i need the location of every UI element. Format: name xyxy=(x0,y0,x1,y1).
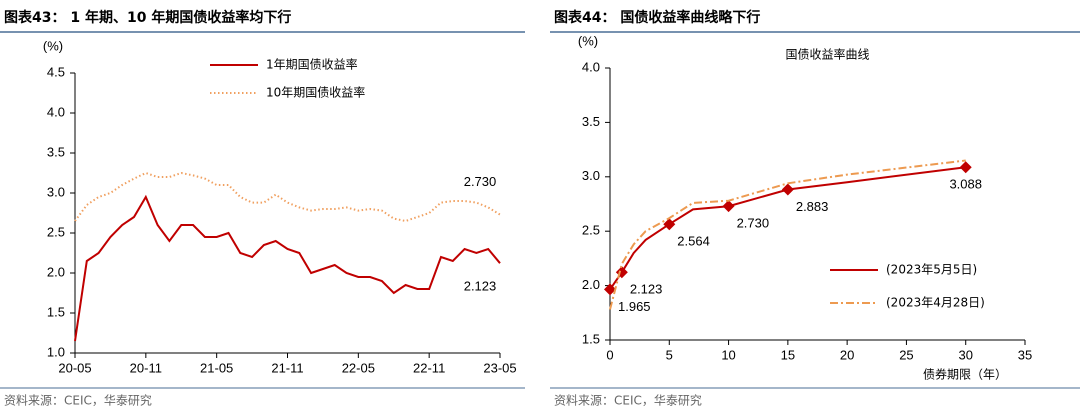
y-tick-label: 1.5 xyxy=(47,304,65,319)
marker xyxy=(959,161,972,174)
x-tick-label: 5 xyxy=(666,347,673,362)
series-line xyxy=(609,166,966,290)
marker xyxy=(722,200,735,213)
legend-label: 10年期国债收益率 xyxy=(266,85,365,100)
header: 图表44： 国债收益率曲线略下行 xyxy=(554,9,760,26)
legend-label: (2023年4月28日) xyxy=(886,296,985,310)
x-tick-label: 15 xyxy=(781,347,795,362)
y-tick-label: 4.5 xyxy=(47,64,65,79)
series-line xyxy=(609,159,966,310)
header: 图表43： 1 年期、10 年期国债收益率均下行 xyxy=(4,9,291,26)
source: 资料来源：CEIC，华泰研究 xyxy=(554,393,702,408)
x-tick-label: 10 xyxy=(721,347,735,362)
value-label: 1.965 xyxy=(618,299,651,314)
series-line xyxy=(74,194,501,342)
x-tick-label: 35 xyxy=(1018,347,1032,362)
y-tick-label: 3.5 xyxy=(582,114,600,129)
x-tick-label: 30 xyxy=(958,347,972,362)
value-label: 2.883 xyxy=(796,199,829,214)
x-tick-label: 21-05 xyxy=(200,360,233,375)
chart-title: 国债收益率曲线 xyxy=(785,47,869,62)
x-tick-label: 23-05 xyxy=(483,360,516,375)
marker xyxy=(781,183,794,196)
y-tick-label: 2.0 xyxy=(582,277,600,292)
y-axis-label: (%) xyxy=(43,38,63,53)
y-tick-label: 4.0 xyxy=(47,104,65,119)
x-tick-label: 0 xyxy=(606,347,613,362)
x-tick-label: 22-05 xyxy=(342,360,375,375)
y-axis-label: (%) xyxy=(578,33,598,48)
value-label: 2.730 xyxy=(737,216,770,231)
source: 资料来源：CEIC，华泰研究 xyxy=(4,393,152,408)
value-label: 2.123 xyxy=(630,282,663,297)
y-tick-label: 3.5 xyxy=(47,144,65,159)
x-tick-label: 22-11 xyxy=(413,360,445,375)
value-label: 3.088 xyxy=(949,177,982,192)
y-tick-label: 2.5 xyxy=(582,223,600,238)
end-label: 2.123 xyxy=(464,279,497,294)
x-tick-label: 20 xyxy=(840,347,854,362)
x-tick-label: 25 xyxy=(899,347,913,362)
legend-label: (2023年5月5日) xyxy=(886,263,977,277)
end-label: 2.730 xyxy=(464,174,497,189)
y-tick-label: 2.5 xyxy=(47,224,65,239)
y-tick-label: 2.0 xyxy=(47,264,65,279)
marker xyxy=(663,218,676,231)
x-axis-label: 债券期限（年） xyxy=(923,367,1007,382)
x-tick-label: 20-05 xyxy=(58,360,91,375)
y-tick-label: 1.5 xyxy=(582,331,600,346)
y-tick-label: 4.0 xyxy=(582,59,600,74)
x-tick-label: 20-11 xyxy=(130,360,162,375)
y-tick-label: 3.0 xyxy=(47,184,65,199)
series-line xyxy=(74,171,501,223)
x-tick-label: 21-11 xyxy=(271,360,303,375)
value-label: 2.564 xyxy=(677,234,710,249)
y-tick-label: 1.0 xyxy=(47,344,65,359)
legend-label: 1年期国债收益率 xyxy=(266,57,358,72)
marker xyxy=(604,283,616,296)
y-tick-label: 3.0 xyxy=(582,168,600,183)
